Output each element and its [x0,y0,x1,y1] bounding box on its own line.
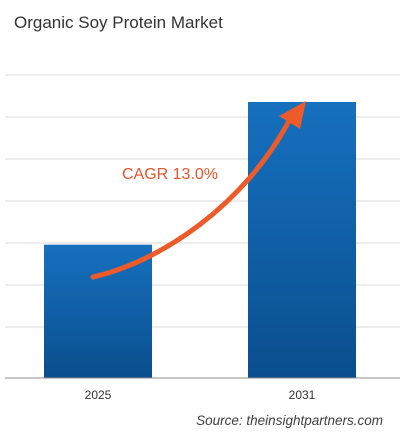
chart-title: Organic Soy Protein Market [14,13,223,32]
cagr-label: CAGR 13.0% [122,166,218,183]
x-tick-label: 2031 [289,388,316,402]
x-tick-label: 2025 [85,388,112,402]
bars [44,102,356,378]
bar-2031 [248,102,356,378]
source-credit: Source: theinsightpartners.com [196,413,383,428]
x-tick-labels: 2025 2031 [85,388,316,402]
cagr-arrow [90,116,293,280]
bar-2025 [44,244,152,378]
cagr-arrow-head [279,101,306,129]
